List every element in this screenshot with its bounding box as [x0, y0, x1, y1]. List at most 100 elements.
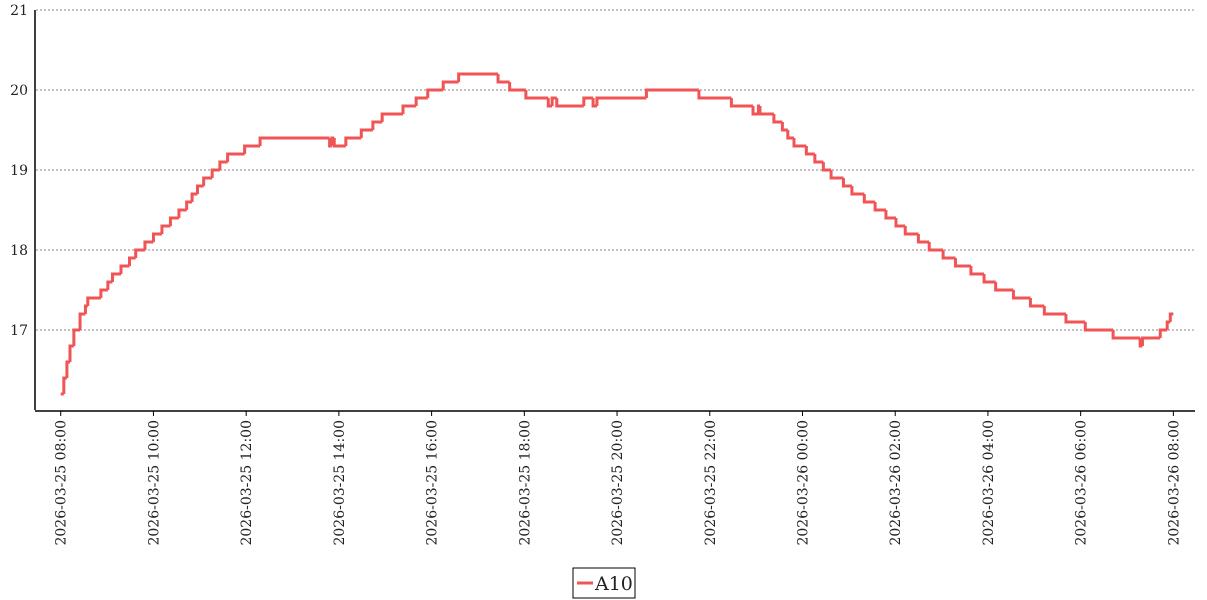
step-segment [1011, 290, 1031, 300]
step-segment [813, 154, 824, 164]
step-segment [160, 224, 171, 234]
step-segment [210, 168, 220, 178]
legend: A10 [572, 567, 636, 599]
step-segment [927, 242, 944, 252]
x-tick-label: 2026-03-25 18:00 [517, 420, 533, 546]
step-segment [758, 106, 774, 116]
step-segment [72, 328, 81, 346]
step-segment [644, 88, 699, 98]
step-segment [550, 96, 557, 106]
step-segment [119, 264, 130, 274]
step-segment [401, 104, 417, 114]
y-tick-label: 20 [10, 83, 28, 99]
step-segment [821, 162, 832, 172]
step-segment [168, 216, 179, 226]
step-segment [969, 266, 985, 276]
y-tick-label: 17 [10, 323, 28, 339]
step-segment [751, 106, 759, 116]
step-segment [110, 272, 121, 282]
step-segment [414, 96, 428, 106]
step-segment [697, 90, 732, 100]
step-segment [850, 186, 865, 196]
step-segment [496, 74, 510, 84]
step-segment [1140, 336, 1161, 346]
step-segment [195, 184, 204, 194]
step-segment [792, 138, 807, 148]
step-segment [595, 96, 647, 106]
x-tick-label: 2026-03-25 12:00 [239, 420, 255, 546]
step-segment [134, 248, 145, 258]
x-tick-label: 2026-03-25 14:00 [332, 420, 348, 546]
step-segment [78, 312, 86, 330]
y-tick-label: 21 [10, 3, 28, 19]
step-segment [862, 194, 876, 204]
step-segment [786, 130, 794, 140]
step-segment [344, 136, 362, 146]
step-segment [380, 112, 404, 122]
step-segment [190, 192, 198, 202]
step-segment [457, 72, 499, 82]
step-segment [508, 82, 526, 92]
step-segment [177, 208, 187, 218]
step-segment [65, 360, 70, 378]
step-segment [106, 280, 113, 290]
x-tick-label: 2026-03-25 22:00 [703, 420, 719, 546]
step-segment [202, 176, 213, 186]
legend-label: A10 [594, 573, 633, 595]
step-segment [99, 288, 108, 298]
x-tick-label: 2026-03-26 02:00 [888, 420, 904, 546]
x-tick-label: 2026-03-25 10:00 [146, 420, 162, 546]
step-segment [894, 218, 906, 228]
y-tick-label: 19 [10, 163, 28, 179]
x-tick-label: 2026-03-26 08:00 [1166, 420, 1182, 546]
step-segment [953, 258, 971, 268]
step-segment [982, 274, 996, 284]
x-tick-label: 2026-03-26 06:00 [1074, 420, 1090, 546]
step-segment [1028, 298, 1045, 308]
y-tick-label: 18 [10, 243, 28, 259]
step-segment [1111, 330, 1141, 340]
step-segment [994, 282, 1014, 292]
step-segment [884, 210, 896, 220]
step-segment [371, 120, 383, 130]
step-segment [780, 122, 788, 132]
step-segment [243, 144, 261, 154]
x-tick-label: 2026-03-26 04:00 [981, 420, 997, 546]
step-segment [582, 96, 594, 106]
step-segment [772, 114, 783, 124]
step-segment [86, 296, 101, 306]
step-segment [127, 256, 136, 266]
step-segment [68, 344, 74, 362]
step-segment [916, 234, 930, 244]
step-segment [1165, 320, 1171, 330]
step-segment [873, 202, 886, 212]
step-segment [555, 98, 584, 108]
step-segment [729, 98, 754, 108]
x-tick-label: 2026-03-25 20:00 [610, 420, 626, 546]
step-segment [1083, 322, 1114, 332]
step-segment [359, 128, 373, 138]
step-segment [903, 226, 919, 236]
x-tick-label: 2026-03-25 16:00 [425, 420, 441, 546]
step-segment [841, 178, 852, 188]
step-segment [83, 304, 88, 314]
step-segment [62, 376, 67, 394]
step-segment [524, 90, 549, 100]
step-segment [1158, 328, 1168, 338]
step-segment [226, 152, 245, 162]
step-segment [1042, 306, 1066, 316]
step-segment [151, 232, 162, 242]
step-segment [441, 80, 459, 90]
step-segment [804, 146, 815, 156]
step-segment [829, 170, 844, 180]
step-segment [941, 250, 956, 260]
step-segment [332, 138, 346, 148]
x-tick-label: 2026-03-26 00:00 [795, 420, 811, 546]
step-segment [1168, 312, 1174, 322]
step-segment [218, 160, 228, 170]
step-segment [185, 200, 193, 210]
step-segment [1064, 314, 1086, 324]
step-segment [258, 136, 330, 146]
